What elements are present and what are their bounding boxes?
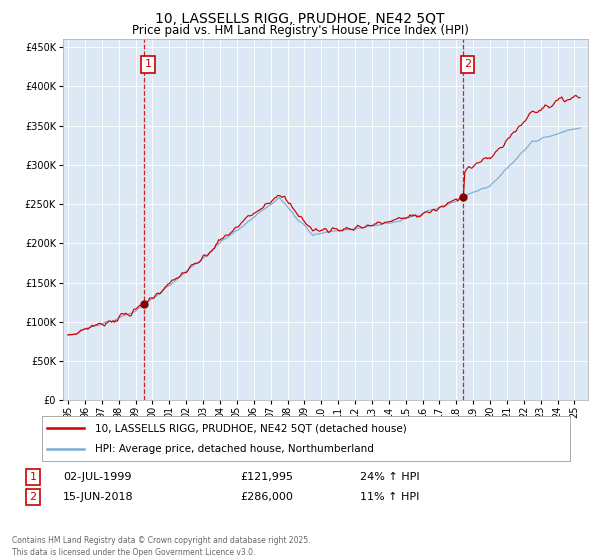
Text: HPI: Average price, detached house, Northumberland: HPI: Average price, detached house, Nort…	[95, 444, 374, 454]
Text: 1: 1	[145, 59, 152, 69]
Text: £286,000: £286,000	[240, 492, 293, 502]
Text: 02-JUL-1999: 02-JUL-1999	[63, 472, 131, 482]
Text: 1: 1	[29, 472, 37, 482]
Text: £121,995: £121,995	[240, 472, 293, 482]
Text: 11% ↑ HPI: 11% ↑ HPI	[360, 492, 419, 502]
Text: 15-JUN-2018: 15-JUN-2018	[63, 492, 134, 502]
Text: 2: 2	[464, 59, 471, 69]
Text: 2: 2	[29, 492, 37, 502]
Text: 24% ↑ HPI: 24% ↑ HPI	[360, 472, 419, 482]
Text: Contains HM Land Registry data © Crown copyright and database right 2025.
This d: Contains HM Land Registry data © Crown c…	[12, 536, 311, 557]
Text: Price paid vs. HM Land Registry's House Price Index (HPI): Price paid vs. HM Land Registry's House …	[131, 24, 469, 36]
Text: 10, LASSELLS RIGG, PRUDHOE, NE42 5QT: 10, LASSELLS RIGG, PRUDHOE, NE42 5QT	[155, 12, 445, 26]
Text: 10, LASSELLS RIGG, PRUDHOE, NE42 5QT (detached house): 10, LASSELLS RIGG, PRUDHOE, NE42 5QT (de…	[95, 423, 407, 433]
